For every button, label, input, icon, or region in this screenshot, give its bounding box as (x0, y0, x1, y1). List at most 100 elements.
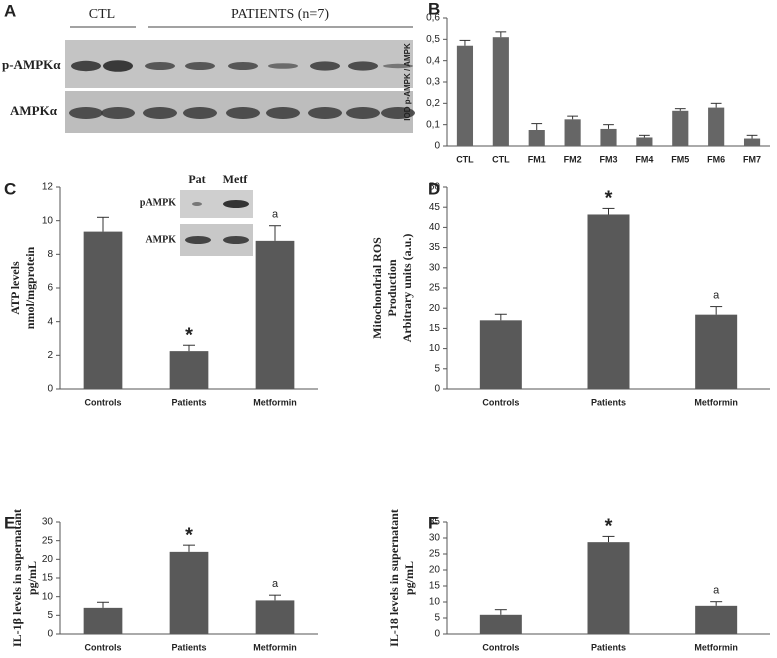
error-bar (602, 207, 615, 215)
significance-marker: * (605, 516, 613, 538)
panel-letter: B (428, 0, 440, 18)
error-bar (567, 115, 578, 120)
error-bar (494, 609, 507, 615)
error-bar (183, 544, 195, 552)
x-tick-label: Controls (85, 397, 122, 407)
y-axis-label: IL-18 levels in supernatant (387, 509, 401, 647)
bar (169, 351, 209, 389)
y-tick-label: 6 (47, 283, 53, 294)
y-tick-label: 15 (429, 323, 441, 334)
y-tick-label: 0,1 (426, 119, 440, 130)
panel-letter: C (4, 179, 16, 198)
group-label: CTL (89, 7, 115, 22)
significance-marker: a (713, 289, 720, 301)
significance-marker: a (272, 209, 279, 221)
panel-letter: A (4, 1, 16, 20)
y-axis-label: Production (385, 259, 399, 316)
x-tick-label: Metformin (694, 397, 738, 407)
y-axis-label: Arbitrary units (a.u.) (400, 234, 414, 343)
y-tick-label: 0 (47, 629, 53, 640)
bar (479, 614, 522, 634)
y-axis-label: pg/mL (25, 561, 39, 595)
x-tick-label: CTL (492, 154, 510, 164)
band (223, 236, 249, 244)
lane-label: Pat (188, 172, 205, 186)
row-label: pAMPK (140, 197, 176, 208)
band (71, 60, 101, 72)
y-tick-label: 10 (42, 591, 54, 602)
bar (564, 119, 581, 146)
band (101, 107, 135, 119)
y-tick-label: 12 (42, 182, 54, 193)
y-tick-label: 25 (429, 549, 441, 560)
band (103, 60, 133, 72)
row-label: AMPK (145, 234, 176, 245)
y-tick-label: 0 (434, 384, 440, 395)
y-tick-label: 20 (429, 565, 441, 576)
error-bar (639, 134, 650, 138)
y-tick-label: 5 (434, 613, 440, 624)
band (266, 107, 300, 119)
y-tick-label: 0 (434, 141, 440, 152)
x-tick-label: FM5 (671, 154, 689, 164)
band (228, 62, 258, 70)
significance-marker: * (185, 325, 193, 347)
row-label: AMPKα (10, 103, 58, 118)
x-tick-label: FM6 (707, 154, 725, 164)
x-tick-label: Controls (85, 642, 122, 652)
error-bar (97, 601, 109, 608)
y-axis-label: ATP levels (8, 261, 22, 315)
band (145, 62, 175, 70)
y-tick-label: 0 (47, 384, 53, 395)
y-tick-label: 45 (429, 202, 441, 213)
y-axis-label: IL-1β levels in supernatant (10, 509, 24, 647)
y-tick-label: 15 (42, 573, 54, 584)
y-tick-label: 10 (429, 597, 441, 608)
bar (479, 320, 522, 389)
error-bar (603, 124, 614, 129)
band (383, 63, 413, 69)
y-axis-label: nmol/mgprotein (23, 246, 37, 329)
y-axis-label: pg/mL (402, 561, 416, 595)
significance-marker: * (605, 188, 613, 210)
lane-label: Metf (223, 172, 249, 186)
group-label: PATIENTS (n=7) (231, 7, 329, 22)
bar (636, 137, 653, 146)
bar (528, 130, 545, 146)
y-tick-label: 5 (47, 610, 53, 621)
y-tick-label: 2 (47, 350, 53, 361)
x-tick-label: Metformin (694, 642, 738, 652)
bar (492, 37, 509, 147)
bar (600, 128, 617, 146)
error-bar (710, 306, 723, 315)
error-bar (494, 313, 507, 321)
y-tick-label: 0,6 (426, 13, 440, 24)
x-tick-label: CTL (456, 154, 474, 164)
y-tick-label: 0,3 (426, 77, 440, 88)
band (185, 236, 211, 244)
error-bar (602, 535, 615, 543)
band (310, 61, 340, 71)
error-bar (746, 134, 758, 139)
band (308, 107, 342, 119)
y-tick-label: 30 (42, 517, 54, 528)
x-tick-label: Patients (171, 642, 206, 652)
x-tick-label: FM4 (635, 154, 653, 164)
y-tick-label: 25 (429, 283, 441, 294)
error-bar (710, 102, 722, 108)
bar (695, 314, 738, 389)
bar (587, 214, 630, 389)
x-tick-label: FM1 (528, 154, 546, 164)
error-bar (495, 31, 507, 38)
significance-marker: * (185, 524, 193, 546)
y-tick-label: 4 (47, 316, 53, 327)
y-tick-label: 30 (429, 533, 441, 544)
y-tick-label: 25 (42, 535, 54, 546)
band (223, 200, 249, 208)
band (183, 107, 217, 119)
bar (255, 600, 295, 634)
band (69, 107, 103, 119)
bar (456, 45, 474, 146)
x-tick-label: Patients (591, 642, 626, 652)
